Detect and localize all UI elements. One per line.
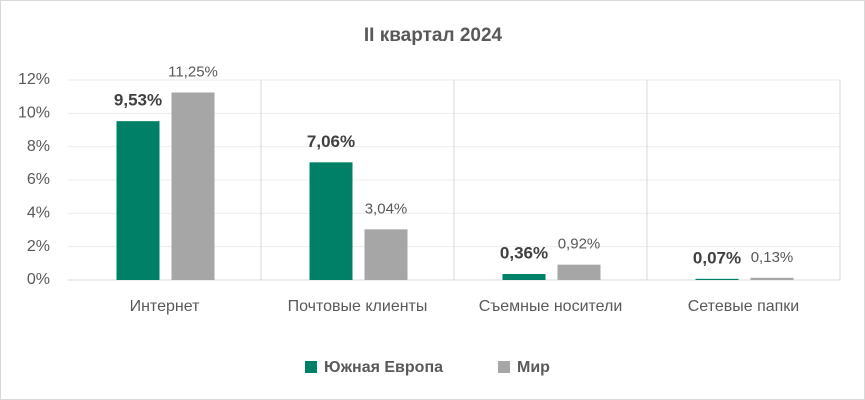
x-tick-label: Съемные носители bbox=[479, 298, 623, 315]
y-tick-label: 2% bbox=[27, 238, 50, 255]
y-tick-label: 12% bbox=[18, 71, 50, 88]
y-tick-label: 6% bbox=[27, 171, 50, 188]
value-label: 3,04% bbox=[365, 200, 408, 217]
value-label: 11,25% bbox=[168, 63, 218, 80]
y-tick-label: 8% bbox=[27, 138, 50, 155]
bar bbox=[557, 264, 601, 280]
legend-label: Южная Европа bbox=[324, 359, 443, 376]
x-tick-label: Почтовые клиенты bbox=[288, 298, 428, 315]
bar bbox=[750, 277, 794, 280]
bar bbox=[695, 278, 739, 280]
value-label: 7,06% bbox=[307, 132, 355, 151]
bar bbox=[171, 92, 215, 280]
legend-swatch bbox=[305, 361, 317, 373]
value-label: 0,07% bbox=[693, 248, 741, 267]
bar bbox=[116, 121, 160, 281]
x-tick-label: Интернет bbox=[130, 298, 200, 315]
legend-label: Мир bbox=[517, 359, 550, 376]
bar bbox=[502, 274, 546, 280]
y-tick-label: 0% bbox=[27, 271, 50, 288]
legend-swatch bbox=[498, 361, 510, 373]
chart-title: II квартал 2024 bbox=[364, 25, 503, 46]
value-label: 0,36% bbox=[500, 243, 548, 262]
value-label: 9,53% bbox=[114, 91, 162, 110]
bar bbox=[309, 162, 353, 280]
x-tick-label: Сетевые папки bbox=[688, 298, 799, 315]
bar bbox=[364, 229, 408, 280]
value-label: 0,13% bbox=[751, 249, 794, 266]
value-label: 0,92% bbox=[558, 236, 601, 253]
y-tick-label: 10% bbox=[18, 105, 50, 122]
y-tick-label: 4% bbox=[27, 205, 50, 222]
